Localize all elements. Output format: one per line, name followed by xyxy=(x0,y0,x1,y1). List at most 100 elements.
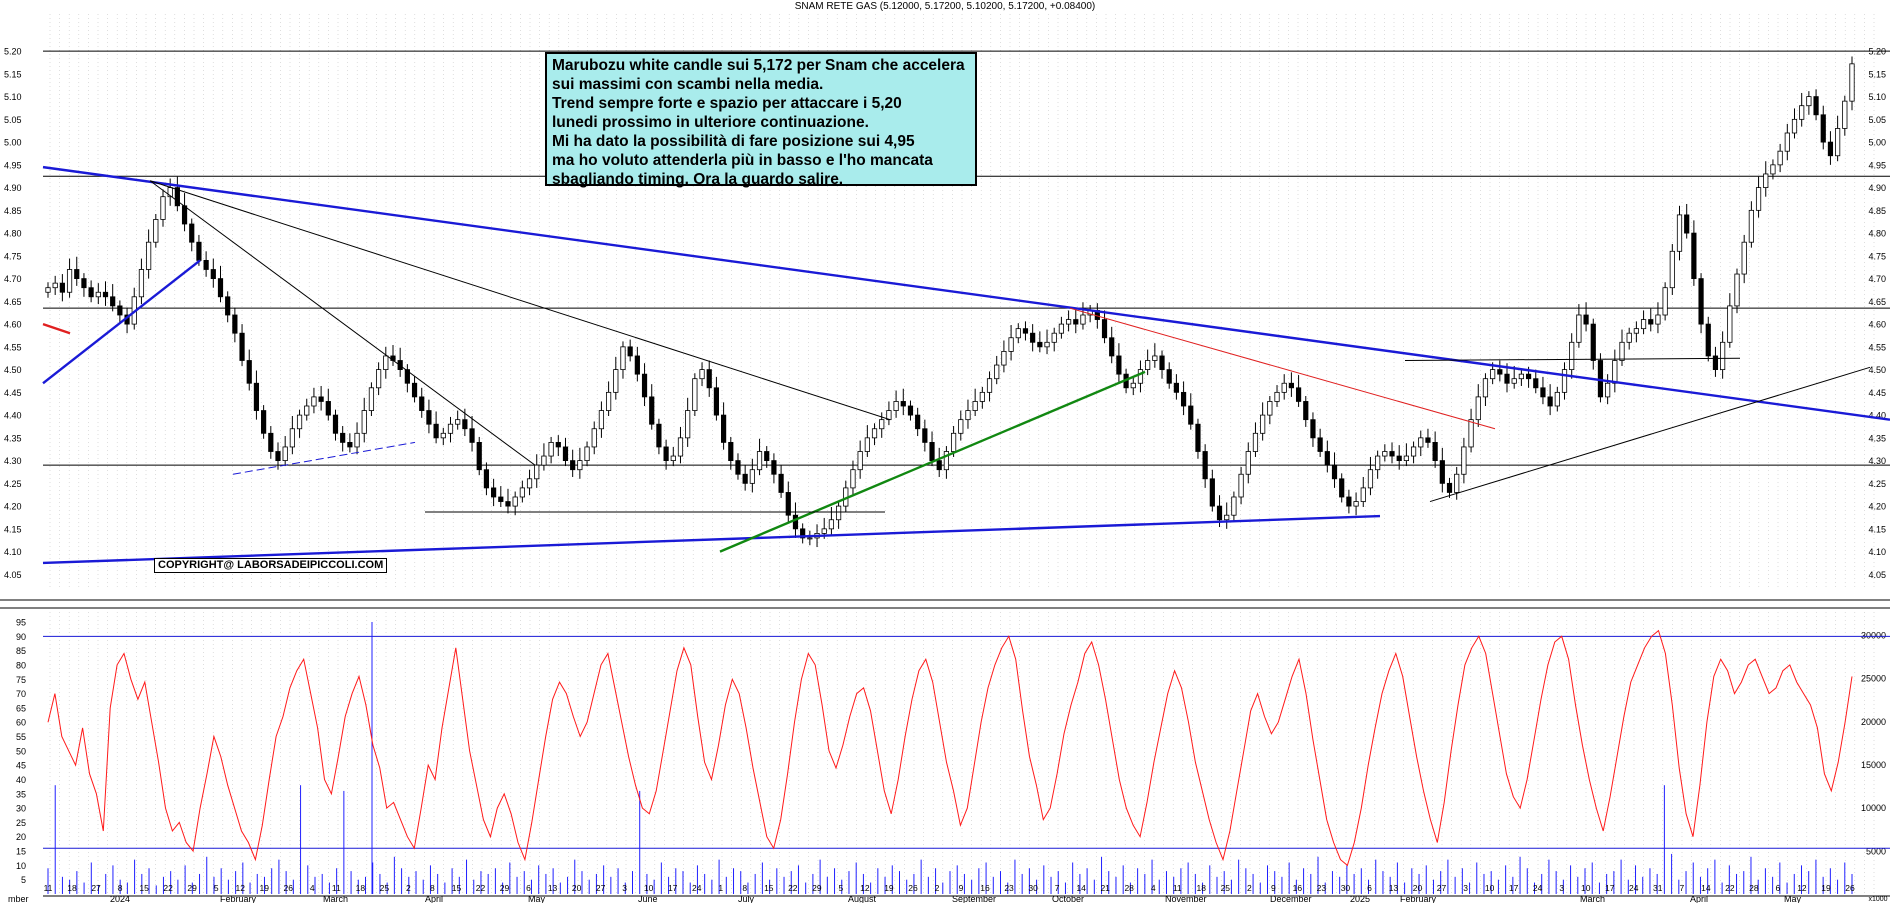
candle-body xyxy=(1360,487,1366,502)
candle-body xyxy=(778,473,784,493)
price-axis-tick-right: 4.95 xyxy=(1868,160,1886,170)
candle-body xyxy=(1813,96,1819,116)
candle-body xyxy=(1684,214,1690,234)
volume-axis-tick-left: 70 xyxy=(16,689,26,699)
candle-body xyxy=(1331,464,1338,480)
candle-body xyxy=(879,419,885,430)
candle-body xyxy=(1461,446,1467,475)
price-axis-tick-left: 4.65 xyxy=(4,297,22,307)
price-axis-tick-right: 4.70 xyxy=(1868,274,1886,284)
candle-body xyxy=(526,478,533,489)
x-axis-day-label: 9 xyxy=(959,883,964,893)
x-axis-day-label: 18 xyxy=(1197,883,1207,893)
x-axis-day-label: 26 xyxy=(1845,883,1855,893)
x-axis-day-label: 4 xyxy=(310,883,315,893)
candle-body xyxy=(1065,319,1072,325)
price-axis-tick-right: 5.05 xyxy=(1868,115,1886,125)
price-axis-tick-right: 4.30 xyxy=(1868,456,1886,466)
candle-body xyxy=(1418,437,1424,448)
copyright-label: COPYRIGHT@ LABORSADEIPICCOLI.COM xyxy=(154,558,388,573)
candle-body xyxy=(1058,323,1065,334)
x-axis-day-label: 7 xyxy=(1679,883,1684,893)
candle-body xyxy=(59,282,65,293)
candle-body xyxy=(419,396,425,411)
x-axis-day-label: 18 xyxy=(356,883,366,893)
candle-body xyxy=(196,241,202,261)
candle-body xyxy=(706,369,712,389)
price-axis-tick-right: 4.60 xyxy=(1868,320,1886,330)
x-axis-day-label: 12 xyxy=(235,883,245,893)
x-axis-day-label: 22 xyxy=(788,883,798,893)
x-axis-month-label: October xyxy=(1052,894,1084,903)
candle-body xyxy=(857,451,863,471)
price-axis-tick-left: 4.55 xyxy=(4,342,22,352)
price-axis-tick-left: 4.80 xyxy=(4,229,22,239)
x-axis-month-label: mber xyxy=(8,894,29,903)
x-axis-month-label: March xyxy=(1580,894,1605,903)
candle-body xyxy=(728,441,734,461)
candle-body xyxy=(1166,369,1172,384)
candle-body xyxy=(1827,141,1834,157)
candle-body xyxy=(548,441,554,457)
x-axis-day-label: 17 xyxy=(1605,883,1615,893)
candle-body xyxy=(476,441,482,471)
trendline-red-short xyxy=(42,322,71,335)
candle-body xyxy=(1576,314,1582,343)
candle-body xyxy=(1260,414,1266,434)
x-axis-day-label: 30 xyxy=(1341,883,1351,893)
candle-body xyxy=(1346,496,1352,507)
candle-body xyxy=(771,460,777,475)
candle-body xyxy=(1152,355,1158,361)
x-axis-month-label: August xyxy=(848,894,877,903)
candle-body xyxy=(1784,132,1790,152)
candle-body xyxy=(1145,360,1151,370)
x-axis-day-label: 13 xyxy=(1389,883,1399,893)
candle-body xyxy=(1712,355,1719,371)
candle-body xyxy=(181,205,188,225)
candle-body xyxy=(1849,63,1855,102)
price-axis-tick-left: 4.20 xyxy=(4,502,22,512)
x-axis-day-label: 10 xyxy=(1485,883,1495,893)
x-axis-month-label: February xyxy=(1400,894,1437,903)
x-axis-day-label: 14 xyxy=(1701,883,1711,893)
candle-body xyxy=(929,441,935,461)
candle-body xyxy=(1705,323,1711,357)
price-axis-tick-left: 5.10 xyxy=(4,92,22,102)
candle-body xyxy=(1446,482,1453,493)
candle-body xyxy=(893,401,899,411)
candle-body xyxy=(304,405,310,416)
x-axis-day-label: 24 xyxy=(1629,883,1639,893)
candle-body xyxy=(1396,455,1402,461)
candle-body xyxy=(1662,287,1668,316)
candle-body xyxy=(1030,332,1036,343)
candle-body xyxy=(613,369,619,393)
x-axis-month-label: September xyxy=(952,894,996,903)
candle-body xyxy=(634,355,640,375)
x-axis-day-label: 19 xyxy=(1821,883,1831,893)
price-axis-tick-right: 4.45 xyxy=(1868,388,1886,398)
x-axis-day-label: 27 xyxy=(596,883,606,893)
volume-axis-tick-left: 30 xyxy=(16,804,26,814)
x-axis-day-label: 24 xyxy=(692,883,702,893)
candle-body xyxy=(627,346,633,357)
candle-body xyxy=(871,428,878,439)
candle-body xyxy=(1216,505,1223,521)
candle-body xyxy=(1375,455,1381,471)
candle-body xyxy=(138,269,145,298)
candle-body xyxy=(1583,314,1589,325)
candle-body xyxy=(721,414,727,443)
candle-body xyxy=(1116,355,1122,375)
candle-body xyxy=(1777,150,1783,166)
note-line: Marubozu white candle sui 5,172 per Snam… xyxy=(552,57,965,74)
candle-body xyxy=(1691,232,1697,280)
candle-body xyxy=(411,382,418,398)
candle-body xyxy=(469,428,475,443)
price-axis-tick-right: 4.55 xyxy=(1868,342,1886,352)
candle-body xyxy=(1080,314,1086,325)
candle-body xyxy=(1288,382,1294,389)
volume-axis-unit: x1000 xyxy=(1868,896,1887,903)
volume-axis-tick-left: 95 xyxy=(16,618,26,628)
volume-axis-tick-left: 10 xyxy=(16,861,26,871)
price-axis-tick-left: 5.20 xyxy=(4,47,22,57)
candle-body xyxy=(383,355,389,371)
